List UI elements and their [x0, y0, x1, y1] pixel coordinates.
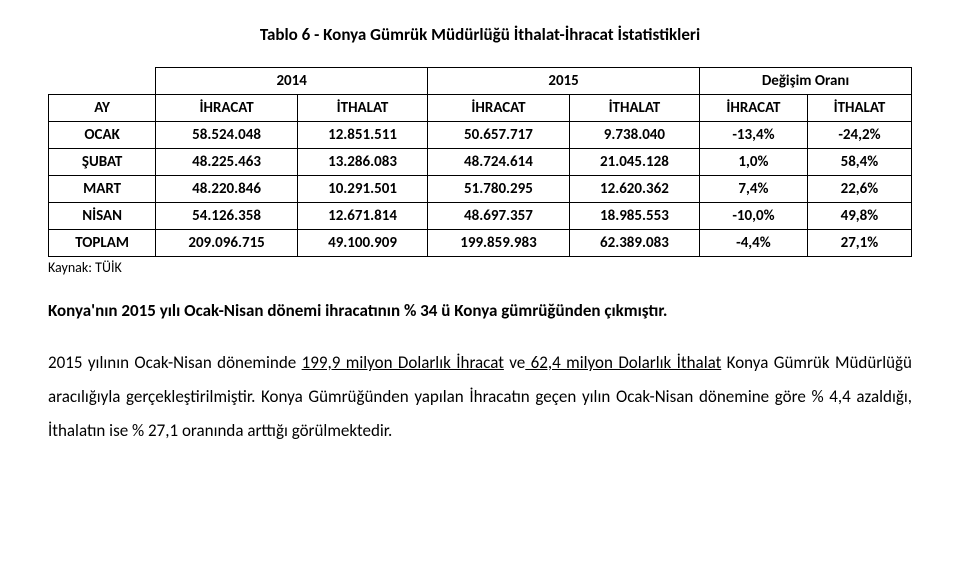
table-row: TOPLAM 209.096.715 49.100.909 199.859.98…: [49, 230, 912, 257]
header-ith14: İTHALAT: [297, 95, 427, 122]
cell: 12.851.511: [297, 122, 427, 149]
cell: 7,4%: [700, 176, 808, 203]
cell: -24,2%: [807, 122, 911, 149]
header-2015: 2015: [428, 68, 700, 95]
paragraph-2: 2015 yılının Ocak-Nisan döneminde 199,9 …: [48, 346, 912, 448]
source-label: Kaynak: TÜİK: [48, 259, 912, 276]
cell: 13.286.083: [297, 149, 427, 176]
row-label: OCAK: [49, 122, 156, 149]
p2-underline-2: 62,4 milyon Dolarlık İthalat: [525, 352, 721, 373]
cell: 54.126.358: [156, 203, 298, 230]
cell: 199.859.983: [428, 230, 570, 257]
cell: 1,0%: [700, 149, 808, 176]
cell: 209.096.715: [156, 230, 298, 257]
header-ay: AY: [49, 95, 156, 122]
cell: 48.220.846: [156, 176, 298, 203]
header-2014: 2014: [156, 68, 428, 95]
cell: 48.697.357: [428, 203, 570, 230]
header-ihr15: İHRACAT: [428, 95, 570, 122]
p2-text: ve: [504, 352, 525, 373]
cell: 50.657.717: [428, 122, 570, 149]
cell: 9.738.040: [569, 122, 699, 149]
header-dith: İTHALAT: [807, 95, 911, 122]
cell: 21.045.128: [569, 149, 699, 176]
cell: -4,4%: [700, 230, 808, 257]
cell: 48.724.614: [428, 149, 570, 176]
header-ihr14: İHRACAT: [156, 95, 298, 122]
cell: -10,0%: [700, 203, 808, 230]
cell: 22,6%: [807, 176, 911, 203]
cell: 58.524.048: [156, 122, 298, 149]
cell: 49,8%: [807, 203, 911, 230]
cell: 51.780.295: [428, 176, 570, 203]
table-row: ŞUBAT 48.225.463 13.286.083 48.724.614 2…: [49, 149, 912, 176]
header-dihr: İHRACAT: [700, 95, 808, 122]
cell: 62.389.083: [569, 230, 699, 257]
cell: 58,4%: [807, 149, 911, 176]
paragraph-1: Konya'nın 2015 yılı Ocak-Nisan dönemi ih…: [48, 294, 912, 328]
row-label: ŞUBAT: [49, 149, 156, 176]
table-row: NİSAN 54.126.358 12.671.814 48.697.357 1…: [49, 203, 912, 230]
table-row: OCAK 58.524.048 12.851.511 50.657.717 9.…: [49, 122, 912, 149]
cell: -13,4%: [700, 122, 808, 149]
p2-text: 2015 yılının Ocak-Nisan döneminde: [48, 352, 302, 373]
p2-underline-1: 199,9 milyon Dolarlık İhracat: [302, 352, 504, 373]
row-label: MART: [49, 176, 156, 203]
cell: 12.671.814: [297, 203, 427, 230]
table-row: MART 48.220.846 10.291.501 51.780.295 12…: [49, 176, 912, 203]
header-ith15: İTHALAT: [569, 95, 699, 122]
header-change: Değişim Oranı: [700, 68, 912, 95]
cell: 27,1%: [807, 230, 911, 257]
cell: 18.985.553: [569, 203, 699, 230]
header-blank: [49, 68, 156, 95]
cell: 49.100.909: [297, 230, 427, 257]
stats-table: 2014 2015 Değişim Oranı AY İHRACAT İTHAL…: [48, 67, 912, 257]
row-label: NİSAN: [49, 203, 156, 230]
cell: 48.225.463: [156, 149, 298, 176]
table-title: Tablo 6 - Konya Gümrük Müdürlüğü İthalat…: [48, 24, 912, 45]
cell: 12.620.362: [569, 176, 699, 203]
row-label: TOPLAM: [49, 230, 156, 257]
cell: 10.291.501: [297, 176, 427, 203]
